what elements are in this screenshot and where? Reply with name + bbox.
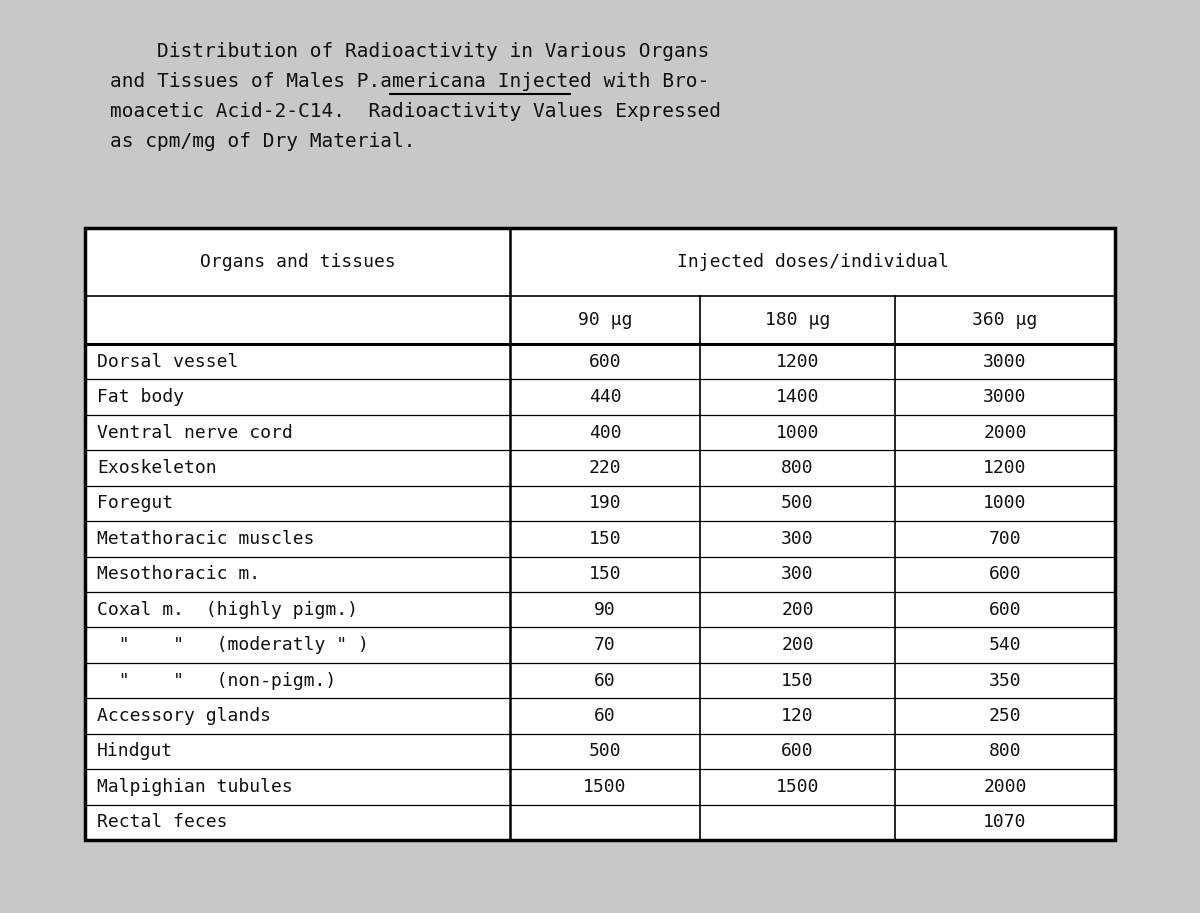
Text: 190: 190 xyxy=(589,495,622,512)
Text: 180 μg: 180 μg xyxy=(764,311,830,329)
Text: 2000: 2000 xyxy=(983,424,1027,442)
Text: moacetic Acid-2-C14.  Radioactivity Values Expressed: moacetic Acid-2-C14. Radioactivity Value… xyxy=(110,102,721,121)
Text: 200: 200 xyxy=(781,636,814,654)
Text: 150: 150 xyxy=(589,530,622,548)
Text: "    "   (moderatly " ): " " (moderatly " ) xyxy=(97,636,368,654)
Text: "    "   (non-pigm.): " " (non-pigm.) xyxy=(97,672,336,689)
Text: 350: 350 xyxy=(989,672,1021,689)
Text: Metathoracic muscles: Metathoracic muscles xyxy=(97,530,314,548)
Text: Rectal feces: Rectal feces xyxy=(97,813,228,831)
Text: 120: 120 xyxy=(781,707,814,725)
Text: Injected doses/individual: Injected doses/individual xyxy=(677,253,948,271)
Text: Malpighian tubules: Malpighian tubules xyxy=(97,778,293,796)
Text: Organs and tissues: Organs and tissues xyxy=(199,253,395,271)
Text: 600: 600 xyxy=(589,352,622,371)
Text: Fat body: Fat body xyxy=(97,388,184,406)
Text: 600: 600 xyxy=(989,565,1021,583)
Text: 60: 60 xyxy=(594,672,616,689)
Text: Foregut: Foregut xyxy=(97,495,173,512)
Text: 1500: 1500 xyxy=(583,778,626,796)
Text: 220: 220 xyxy=(589,459,622,477)
Text: Accessory glands: Accessory glands xyxy=(97,707,271,725)
Text: 1200: 1200 xyxy=(775,352,820,371)
Text: 90: 90 xyxy=(594,601,616,619)
Text: Dorsal vessel: Dorsal vessel xyxy=(97,352,239,371)
Text: 70: 70 xyxy=(594,636,616,654)
Text: Mesothoracic m.: Mesothoracic m. xyxy=(97,565,260,583)
Text: 1000: 1000 xyxy=(775,424,820,442)
Text: 700: 700 xyxy=(989,530,1021,548)
Text: 500: 500 xyxy=(589,742,622,761)
Text: 250: 250 xyxy=(989,707,1021,725)
Text: 800: 800 xyxy=(989,742,1021,761)
Text: 1000: 1000 xyxy=(983,495,1027,512)
Text: 300: 300 xyxy=(781,530,814,548)
Text: Coxal m.  (highly pigm.): Coxal m. (highly pigm.) xyxy=(97,601,358,619)
Text: 400: 400 xyxy=(589,424,622,442)
Text: 500: 500 xyxy=(781,495,814,512)
Text: Ventral nerve cord: Ventral nerve cord xyxy=(97,424,293,442)
Text: 2000: 2000 xyxy=(983,778,1027,796)
Text: 3000: 3000 xyxy=(983,352,1027,371)
Text: 440: 440 xyxy=(589,388,622,406)
Text: 1500: 1500 xyxy=(775,778,820,796)
Text: 300: 300 xyxy=(781,565,814,583)
Text: 60: 60 xyxy=(594,707,616,725)
Text: Exoskeleton: Exoskeleton xyxy=(97,459,217,477)
Text: 90 μg: 90 μg xyxy=(578,311,632,329)
Text: 1400: 1400 xyxy=(775,388,820,406)
Text: as cpm/mg of Dry Material.: as cpm/mg of Dry Material. xyxy=(110,132,415,151)
Text: Hindgut: Hindgut xyxy=(97,742,173,761)
Text: 200: 200 xyxy=(781,601,814,619)
Text: and Tissues of Males P.americana Injected with Bro-: and Tissues of Males P.americana Injecte… xyxy=(110,72,709,91)
Bar xyxy=(85,228,1115,840)
Text: 360 μg: 360 μg xyxy=(972,311,1038,329)
Text: 600: 600 xyxy=(989,601,1021,619)
Text: 1200: 1200 xyxy=(983,459,1027,477)
Text: Distribution of Radioactivity in Various Organs: Distribution of Radioactivity in Various… xyxy=(110,42,709,61)
Text: 800: 800 xyxy=(781,459,814,477)
Text: 3000: 3000 xyxy=(983,388,1027,406)
Text: 1070: 1070 xyxy=(983,813,1027,831)
Text: 150: 150 xyxy=(589,565,622,583)
Text: 540: 540 xyxy=(989,636,1021,654)
Text: 150: 150 xyxy=(781,672,814,689)
Text: 600: 600 xyxy=(781,742,814,761)
